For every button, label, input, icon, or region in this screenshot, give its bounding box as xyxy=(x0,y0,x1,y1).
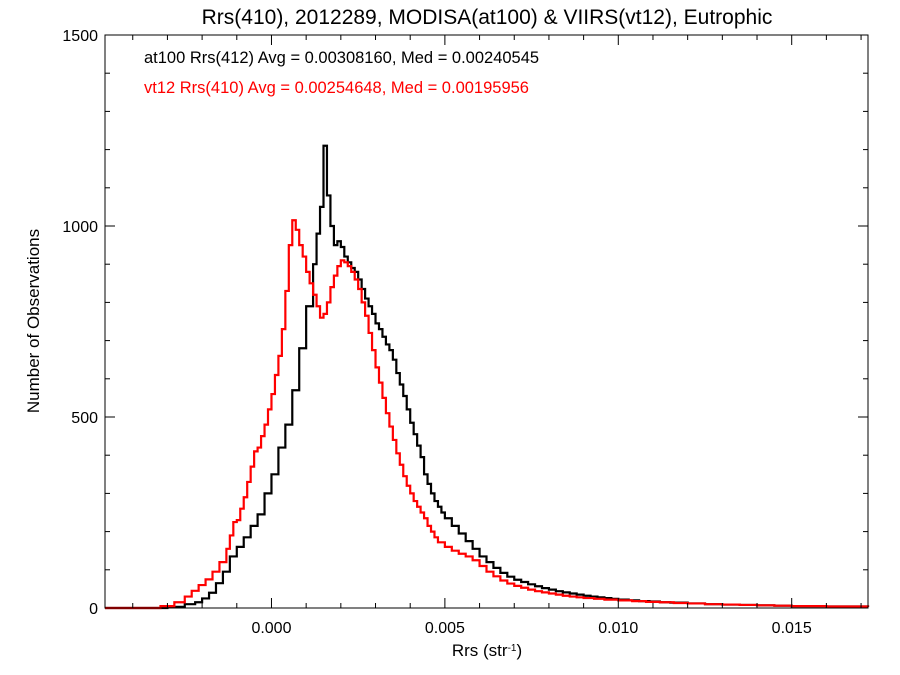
x-tick-label: 0.000 xyxy=(251,620,291,637)
y-tick-label: 1000 xyxy=(62,219,98,236)
chart-title: Rrs(410), 2012289, MODISA(at100) & VIIRS… xyxy=(202,6,773,29)
plot-frame xyxy=(104,34,869,609)
x-tick-label: 0.015 xyxy=(772,620,812,637)
annotation-modisa-stats: at100 Rrs(412) Avg = 0.00308160, Med = 0… xyxy=(144,49,539,67)
annotation-viirs-stats: vt12 Rrs(410) Avg = 0.00254648, Med = 0.… xyxy=(144,79,529,97)
y-tick-label: 500 xyxy=(71,410,98,427)
y-axis-label: Number of Observations xyxy=(24,229,43,413)
y-tick-label: 1500 xyxy=(62,28,98,45)
axis-layer: 0.000 0.005 0.010 0.015 0 500 1000 1500 xyxy=(62,28,868,637)
x-axis-label-main: Rrs (str xyxy=(452,641,508,660)
histogram-series-0 xyxy=(105,144,870,610)
x-axis-label-close: ) xyxy=(516,641,522,660)
x-axis-label: Rrs (str-1) xyxy=(452,641,522,660)
y-tick-label: 0 xyxy=(89,601,98,618)
histogram-series-1 xyxy=(105,219,870,610)
series-layer xyxy=(105,144,870,610)
x-axis-label-superscript: -1 xyxy=(508,643,517,654)
x-tick-label: 0.005 xyxy=(425,620,465,637)
x-tick-label: 0.010 xyxy=(598,620,638,637)
